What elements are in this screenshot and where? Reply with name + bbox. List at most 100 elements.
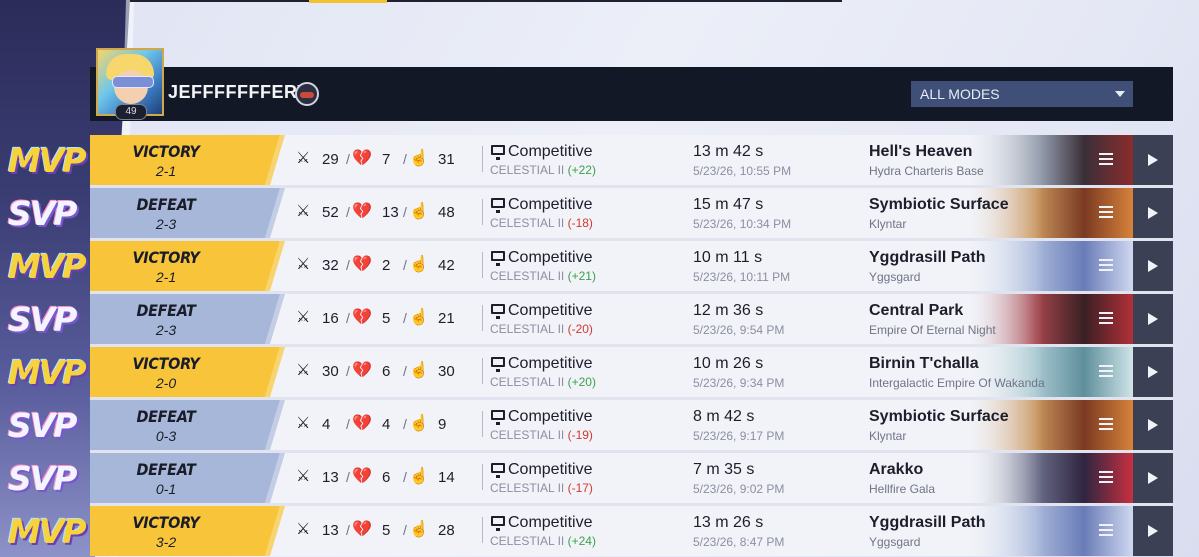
- kda-stats: ⚔ 13/💔 6/☝ 14: [90, 468, 470, 488]
- broken-heart-icon: 💔: [352, 521, 372, 538]
- list-icon[interactable]: [1099, 312, 1113, 324]
- row-divider: [90, 503, 1173, 506]
- replay-button[interactable]: [1133, 506, 1173, 556]
- play-icon: [1148, 154, 1158, 166]
- rank-change: (+20): [567, 375, 596, 389]
- match-result: DEFEAT: [136, 407, 196, 426]
- kda-stats: ⚔ 30/💔 6/☝ 30: [90, 362, 470, 382]
- club-icon[interactable]: [295, 82, 319, 106]
- match-datetime: 5/23/26, 10:11 PM: [693, 270, 791, 284]
- performance-badge: SVP: [8, 459, 78, 498]
- kills-value: 16: [322, 310, 339, 327]
- match-datetime: 5/23/26, 9:54 PM: [693, 323, 785, 337]
- match-row[interactable]: DEFEAT 2-3 ⚔ 16/💔 5/☝ 21 Competitive CELESTIAL …: [90, 294, 1173, 344]
- kda-stats: ⚔ 32/💔 2/☝ 42: [90, 256, 470, 276]
- match-result: VICTORY: [132, 513, 200, 532]
- play-icon: [1148, 472, 1158, 484]
- kills-value: 13: [322, 522, 339, 539]
- performance-badge: MVP: [8, 247, 87, 286]
- assist-icon: ☝: [409, 309, 429, 326]
- kda-separator: /: [403, 257, 407, 273]
- list-icon[interactable]: [1099, 206, 1113, 218]
- kda-separator: /: [346, 469, 350, 485]
- kda-stats: ⚔ 52/💔 13/☝ 48: [90, 203, 470, 223]
- performance-badge: SVP: [8, 406, 78, 445]
- rank-change: (+24): [567, 534, 596, 548]
- monitor-icon: [491, 410, 505, 425]
- match-row[interactable]: VICTORY 3-2 ⚔ 13/💔 5/☝ 28 Competitive CELESTIAL…: [90, 506, 1173, 556]
- rank-change: (+21): [567, 269, 596, 283]
- rank-change: (+22): [567, 163, 596, 177]
- broken-heart-icon: 💔: [352, 309, 372, 326]
- deaths-value: 7: [382, 151, 391, 168]
- replay-button[interactable]: [1133, 347, 1173, 397]
- rank-change: (-20): [567, 322, 593, 336]
- match-row[interactable]: VICTORY 2-1 ⚔ 32/💔 2/☝ 42 Competitive CELESTIAL…: [90, 241, 1173, 291]
- monitor-icon: [491, 516, 505, 531]
- crossed-swords-icon: ⚔: [296, 203, 311, 220]
- deaths-value: 4: [382, 416, 391, 433]
- match-row[interactable]: VICTORY 2-1 ⚔ 29/💔 7/☝ 31 Competitive CELESTIAL…: [90, 135, 1173, 185]
- match-duration: 10 m 26 s: [693, 355, 764, 372]
- crossed-swords-icon: ⚔: [296, 415, 311, 432]
- match-result-panel: DEFEAT 0-1: [90, 453, 280, 503]
- replay-button[interactable]: [1133, 294, 1173, 344]
- kda-separator: /: [346, 204, 350, 220]
- list-icon[interactable]: [1099, 365, 1113, 377]
- replay-button[interactable]: [1133, 241, 1173, 291]
- play-icon: [1148, 313, 1158, 325]
- row-divider: [90, 291, 1173, 294]
- map-location: Intergalactic Empire Of Wakanda: [869, 376, 1045, 390]
- match-datetime: 5/23/26, 9:17 PM: [693, 429, 785, 443]
- map-name: Yggdrasill Path: [869, 514, 986, 531]
- player-level: 49: [115, 104, 147, 120]
- list-icon[interactable]: [1099, 259, 1113, 271]
- list-icon[interactable]: [1099, 471, 1113, 483]
- match-score: 2-3: [155, 216, 177, 232]
- row-divider: [90, 185, 1173, 188]
- assist-icon: ☝: [409, 362, 429, 379]
- match-datetime: 5/23/26, 9:02 PM: [693, 482, 785, 496]
- kda-stats: ⚔ 13/💔 5/☝ 28: [90, 521, 470, 541]
- map-name: Hell's Heaven: [869, 143, 973, 160]
- assists-value: 42: [438, 257, 455, 274]
- map-location: Yggsgard: [869, 270, 921, 284]
- crossed-swords-icon: ⚔: [296, 362, 311, 379]
- rank-tier: CELESTIAL II: [490, 428, 565, 442]
- list-icon[interactable]: [1099, 524, 1113, 536]
- match-result-panel: DEFEAT 2-3: [90, 188, 280, 238]
- match-datetime: 5/23/26, 10:34 PM: [693, 217, 792, 231]
- assist-icon: ☝: [409, 256, 429, 273]
- chevron-down-icon: [1115, 91, 1125, 97]
- match-result: DEFEAT: [136, 195, 196, 214]
- match-datetime: 5/23/26, 8:47 PM: [693, 535, 785, 549]
- match-row[interactable]: VICTORY 2-0 ⚔ 30/💔 6/☝ 30 Competitive CELESTIAL…: [90, 347, 1173, 397]
- match-row[interactable]: DEFEAT 0-3 ⚔ 4/💔 4/☝ 9 Competitive CELESTIAL II…: [90, 400, 1173, 450]
- replay-button[interactable]: [1133, 453, 1173, 503]
- match-duration: 7 m 35 s: [693, 461, 755, 478]
- list-icon[interactable]: [1099, 153, 1113, 165]
- match-row[interactable]: DEFEAT 0-1 ⚔ 13/💔 6/☝ 14 Competitive CELESTIAL …: [90, 453, 1173, 503]
- list-icon[interactable]: [1099, 418, 1113, 430]
- match-result: VICTORY: [132, 248, 200, 267]
- replay-button[interactable]: [1133, 400, 1173, 450]
- mode-filter-dropdown[interactable]: ALL MODES: [911, 81, 1133, 107]
- match-duration: 13 m 42 s: [693, 143, 764, 160]
- kda-stats: ⚔ 29/💔 7/☝ 31: [90, 150, 470, 170]
- play-icon: [1148, 419, 1158, 431]
- assists-value: 9: [438, 416, 447, 433]
- kills-value: 30: [322, 363, 339, 380]
- play-icon: [1148, 260, 1158, 272]
- replay-button[interactable]: [1133, 188, 1173, 238]
- map-location: Hydra Charteris Base: [869, 164, 984, 178]
- replay-button[interactable]: [1133, 135, 1173, 185]
- broken-heart-icon: 💔: [352, 362, 372, 379]
- rank-change: (-17): [567, 481, 593, 495]
- match-score: 0-3: [155, 428, 177, 444]
- kda-stats: ⚔ 16/💔 5/☝ 21: [90, 309, 470, 329]
- match-score: 2-0: [155, 375, 177, 391]
- map-name: Birnin T'challa: [869, 355, 979, 372]
- rank-tier: CELESTIAL II: [490, 481, 565, 495]
- match-row[interactable]: DEFEAT 2-3 ⚔ 52/💔 13/☝ 48 Competitive CELESTIAL…: [90, 188, 1173, 238]
- match-result-panel: VICTORY 3-2: [90, 506, 280, 556]
